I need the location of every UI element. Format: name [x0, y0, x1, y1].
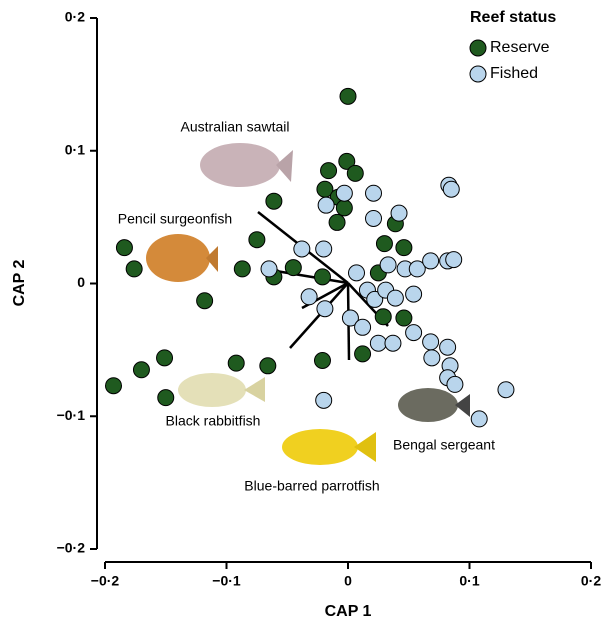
legend-marker [470, 66, 486, 82]
point [157, 350, 173, 366]
point [340, 88, 356, 104]
vector [290, 283, 348, 348]
point [370, 335, 386, 351]
fish-label: Australian sawtail [181, 119, 290, 135]
point [336, 200, 352, 216]
point [316, 392, 332, 408]
point [396, 310, 412, 326]
point [406, 325, 422, 341]
fish-rabbitfish [178, 373, 246, 407]
x-tick-label: −0·2 [91, 573, 120, 589]
point [266, 193, 282, 209]
point [424, 350, 440, 366]
fish-tail [276, 150, 293, 182]
point [366, 185, 382, 201]
point [355, 319, 371, 335]
point [380, 257, 396, 273]
point [116, 240, 132, 256]
point [336, 185, 352, 201]
point [471, 411, 487, 427]
point [314, 269, 330, 285]
fish-label: Pencil surgeonfish [118, 211, 232, 227]
y-tick-label: 0·1 [65, 141, 85, 157]
point [133, 362, 149, 378]
point [285, 260, 301, 276]
point [375, 309, 391, 325]
y-tick-label: −0·1 [57, 407, 86, 423]
point [498, 382, 514, 398]
legend-marker [470, 40, 486, 56]
point [443, 181, 459, 197]
point [447, 376, 463, 392]
y-tick-label: −0·2 [57, 540, 86, 556]
fish-tail [244, 377, 265, 402]
point [314, 352, 330, 368]
fish-sawtail [200, 143, 280, 187]
point [366, 210, 382, 226]
point [126, 261, 142, 277]
y-tick-label: 0·2 [65, 9, 85, 25]
point [423, 253, 439, 269]
point [228, 355, 244, 371]
fish-label: Black rabbitfish [166, 413, 261, 429]
y-axis-label: CAP 2 [11, 259, 28, 306]
point [261, 261, 277, 277]
fish-label: Bengal sergeant [393, 437, 495, 453]
point [387, 290, 403, 306]
fish-sergeant [398, 388, 458, 422]
point [318, 197, 334, 213]
fish-tail [354, 432, 376, 462]
point [106, 378, 122, 394]
point [391, 205, 407, 221]
point [355, 346, 371, 362]
fish-tail [455, 394, 470, 417]
legend-title: Reef status [470, 9, 556, 26]
x-axis-label: CAP 1 [325, 603, 372, 620]
y-tick-label: 0 [77, 274, 85, 290]
legend-label: Reserve [490, 39, 550, 56]
fish-surgeonfish [146, 234, 210, 282]
x-tick-label: 0 [344, 573, 352, 589]
x-tick-label: −0·1 [212, 573, 241, 589]
point [321, 163, 337, 179]
point [316, 241, 332, 257]
point [329, 214, 345, 230]
point [349, 265, 365, 281]
point [376, 236, 392, 252]
point [249, 232, 265, 248]
point [317, 301, 333, 317]
point [440, 339, 456, 355]
fish-parrotfish [282, 429, 358, 465]
point [197, 293, 213, 309]
point [446, 252, 462, 268]
point [347, 165, 363, 181]
point [234, 261, 250, 277]
point [158, 390, 174, 406]
fish-label: Blue-barred parrotfish [244, 478, 379, 494]
point [385, 335, 401, 351]
point [423, 334, 439, 350]
x-tick-label: 0·2 [581, 573, 601, 589]
point [294, 241, 310, 257]
chart: CAP 1 CAP 2 Reef status −0·2 −0·1 0 0·1 0·2 −… [0, 0, 607, 628]
point [260, 358, 276, 374]
point [301, 289, 317, 305]
legend-label: Fished [490, 65, 538, 82]
x-tick-label: 0·1 [459, 573, 479, 589]
point [406, 286, 422, 302]
point [396, 240, 412, 256]
